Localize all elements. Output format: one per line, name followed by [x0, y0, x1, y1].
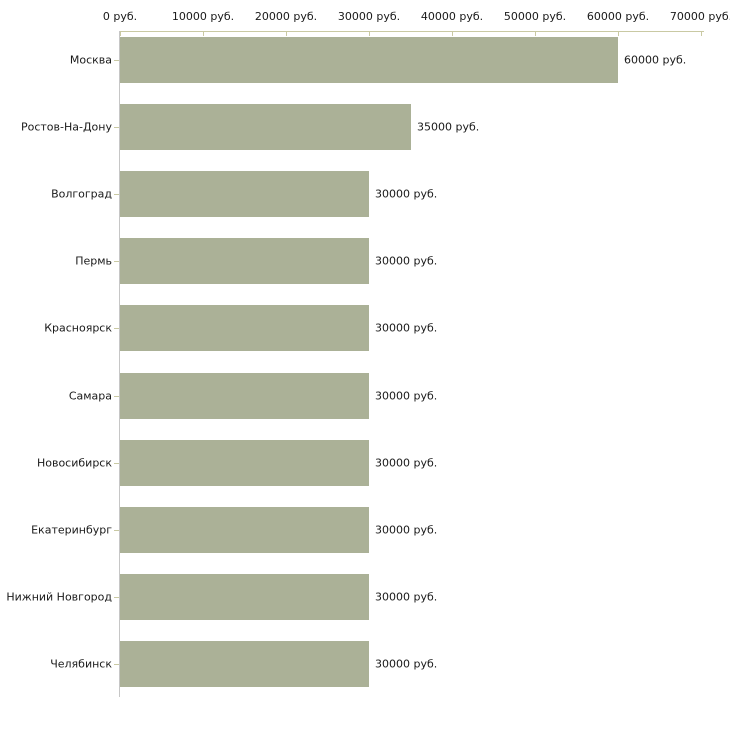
- x-tick-mark: [203, 31, 204, 36]
- value-label: 30000 руб.: [375, 523, 438, 537]
- category-label: Новосибирск: [36, 456, 112, 470]
- category-label: Ростов-На-Дону: [20, 120, 112, 134]
- value-label: 30000 руб.: [375, 254, 438, 268]
- category-label: Красноярск: [44, 321, 112, 335]
- value-label: 30000 руб.: [375, 321, 438, 335]
- category-tick-mark: [114, 395, 119, 397]
- category-label: Москва: [69, 53, 112, 67]
- category-tick-mark: [114, 462, 119, 464]
- x-tick-mark: [286, 31, 287, 36]
- x-tick-label: 70000 руб.: [669, 10, 730, 23]
- value-label: 30000 руб.: [375, 389, 438, 402]
- x-tick-label: 20000 руб.: [254, 10, 318, 23]
- category-label: Нижний Новгород: [6, 590, 112, 604]
- value-label: 60000 руб.: [624, 53, 687, 67]
- y-axis-line: [119, 31, 120, 697]
- x-tick-mark: [120, 31, 121, 36]
- category-label: Пермь: [75, 254, 112, 268]
- category-tick-mark: [114, 663, 119, 665]
- category-label: Самара: [68, 389, 112, 402]
- category-tick-mark: [114, 194, 119, 196]
- x-axis-line: [119, 31, 704, 32]
- x-tick-label: 0 руб.: [102, 10, 138, 23]
- category-label: Челябинск: [50, 657, 112, 671]
- x-tick-mark: [452, 31, 453, 36]
- category-tick-mark: [114, 261, 119, 263]
- bar: [120, 104, 411, 151]
- bar: [120, 640, 369, 687]
- value-label: 30000 руб.: [375, 187, 438, 201]
- bar: [120, 573, 369, 620]
- category-label: Волгоград: [51, 187, 112, 201]
- bar: [120, 506, 369, 553]
- value-label: 30000 руб.: [375, 456, 438, 470]
- x-tick-mark: [369, 31, 370, 36]
- category-tick-mark: [114, 596, 119, 598]
- value-label: 35000 руб.: [417, 120, 480, 134]
- category-tick-mark: [114, 328, 119, 330]
- bar: [120, 439, 369, 486]
- bar: [120, 37, 618, 83]
- x-tick-label: 40000 руб.: [420, 10, 484, 23]
- category-tick-mark: [114, 529, 119, 531]
- bar: [120, 305, 369, 352]
- x-tick-label: 50000 руб.: [503, 10, 567, 23]
- x-tick-label: 60000 руб.: [586, 10, 650, 23]
- value-label: 30000 руб.: [375, 590, 438, 604]
- x-tick-mark: [618, 31, 619, 36]
- bar: [120, 372, 369, 419]
- x-tick-label: 30000 руб.: [337, 10, 401, 23]
- bar: [120, 238, 369, 285]
- value-label: 30000 руб.: [375, 657, 438, 671]
- category-tick-mark: [114, 127, 119, 129]
- category-label: Екатеринбург: [31, 523, 112, 537]
- x-tick-mark: [701, 31, 702, 36]
- category-tick-mark: [114, 60, 119, 61]
- x-tick-mark: [535, 31, 536, 36]
- x-tick-label: 10000 руб.: [171, 10, 235, 23]
- bar: [120, 171, 369, 218]
